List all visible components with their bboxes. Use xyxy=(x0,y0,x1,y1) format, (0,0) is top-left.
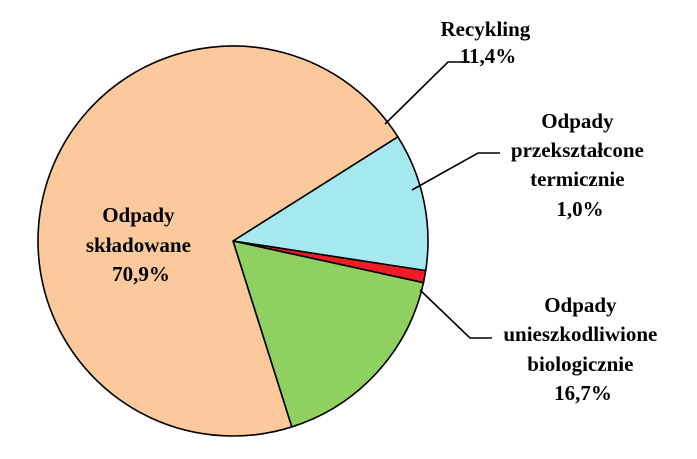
slice-label-unieszkodliwione: Odpady unieszkodliwione biologicznie 16,… xyxy=(503,293,662,405)
leader-lines xyxy=(384,61,500,339)
slice-label-line: Odpady xyxy=(544,293,617,317)
leader-line-przeksztalcone xyxy=(411,152,500,191)
pie-slice-skladowane xyxy=(37,45,399,437)
slice-label-line: 1,0% xyxy=(556,197,603,221)
slice-label-line: 70,9% xyxy=(112,262,170,286)
slice-label-line: Odpady xyxy=(102,203,175,227)
slice-label-line: Recykling xyxy=(440,17,530,41)
slice-label-line: unieszkodliwione xyxy=(503,322,657,346)
slice-label-line: przekształcone xyxy=(511,138,644,162)
pie-slice-unieszkodliwione xyxy=(232,240,425,428)
slice-label-line: 16,7% xyxy=(554,381,612,405)
pie-slice-recykling xyxy=(232,136,429,272)
slice-label-line: termicznie xyxy=(530,167,624,191)
slice-label-line: 11,4% xyxy=(460,44,517,68)
leader-line-recykling xyxy=(384,61,470,125)
slice-label-line: składowane xyxy=(86,233,191,257)
slice-label-line: biologicznie xyxy=(527,352,633,376)
slice-label-line: Odpady xyxy=(541,109,614,133)
slice-label-recykling: Recykling 11,4% xyxy=(440,17,535,68)
slice-label-przeksztalcone: Odpady przekształcone termicznie 1,0% xyxy=(511,109,649,221)
pie-slices xyxy=(37,45,429,437)
slice-label-skladowane: Odpady składowane 70,9% xyxy=(86,203,196,286)
leader-line-unieszkodliwione xyxy=(419,289,492,339)
